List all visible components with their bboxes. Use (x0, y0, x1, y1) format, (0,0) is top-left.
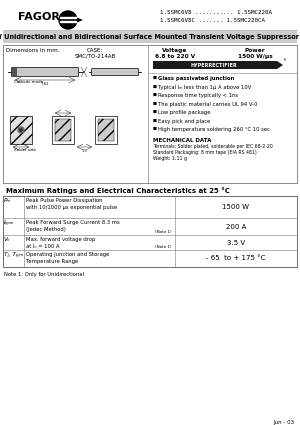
Bar (12, 68, 17, 76)
Text: 1.5: 1.5 (82, 149, 87, 153)
Text: Note 1: Only for Unidirectional: Note 1: Only for Unidirectional (4, 272, 84, 277)
Text: 7.62: 7.62 (41, 82, 49, 85)
Text: Maximum Ratings and Electrical Characteristics at 25 °C: Maximum Ratings and Electrical Character… (6, 187, 230, 194)
Text: Tⱼ, Tₚⱼₘ: Tⱼ, Tₚⱼₘ (4, 252, 23, 257)
Text: The plastic material carries UL 94 V-0: The plastic material carries UL 94 V-0 (158, 102, 257, 107)
Bar (59, 17, 76, 18)
Text: Voltage
6.8 to 220 V: Voltage 6.8 to 220 V (155, 48, 195, 59)
Bar (98, 119, 114, 141)
Text: ■: ■ (153, 85, 157, 88)
Text: ■: ■ (153, 93, 157, 97)
Text: Terminals: Solder plated, solderable per IEC 68-2-20: Terminals: Solder plated, solderable per… (153, 144, 273, 149)
Text: Dimensions in mm.: Dimensions in mm. (6, 48, 59, 53)
Text: Typical Iₘ less than 1μ A above 10V: Typical Iₘ less than 1μ A above 10V (158, 85, 251, 90)
Polygon shape (77, 17, 83, 23)
Bar (55, 119, 71, 141)
Text: Jun - 03: Jun - 03 (273, 420, 294, 425)
Bar (3, 45, 297, 183)
Text: Temperature Range: Temperature Range (26, 258, 78, 264)
Text: R: R (284, 58, 286, 62)
Text: (Note 1): (Note 1) (155, 244, 172, 249)
Circle shape (20, 129, 22, 131)
Text: (Note 1): (Note 1) (155, 230, 172, 233)
Circle shape (59, 11, 77, 29)
Text: CASE:
SMC/TO-214AB: CASE: SMC/TO-214AB (74, 48, 116, 59)
Text: 3.5 V: 3.5 V (227, 240, 245, 246)
Text: ■: ■ (153, 76, 157, 80)
Bar (59, 20, 76, 23)
Text: - 65  to + 175 °C: - 65 to + 175 °C (206, 255, 266, 261)
Text: ■: ■ (153, 102, 157, 105)
Text: Vₙ: Vₙ (4, 237, 11, 242)
Text: FAGOR: FAGOR (18, 12, 60, 22)
Text: Low profile package: Low profile package (158, 110, 211, 115)
Circle shape (18, 127, 24, 133)
Text: 1500 W Unidirectional and Bidirectional Surface Mounted Transient Voltage Suppre: 1500 W Unidirectional and Bidirectional … (0, 34, 300, 40)
FancyBboxPatch shape (92, 68, 139, 76)
Text: Glass passivated junction: Glass passivated junction (158, 76, 234, 81)
Text: ■: ■ (153, 110, 157, 114)
Polygon shape (153, 61, 283, 69)
Text: with 10/1000 μs exponential pulse: with 10/1000 μs exponential pulse (26, 204, 117, 210)
Text: Easy pick and place: Easy pick and place (158, 119, 210, 124)
Text: Pₘ: Pₘ (4, 198, 11, 203)
Text: at Iₙ = 100 A: at Iₙ = 100 A (26, 244, 59, 249)
Text: ■: ■ (153, 119, 157, 122)
Text: 1.5SMC6V8 ........... 1.5SMC220A: 1.5SMC6V8 ........... 1.5SMC220A (160, 10, 272, 15)
Text: 1.5SMC6V8C ....... 1.5SMC220CA: 1.5SMC6V8C ....... 1.5SMC220CA (160, 18, 265, 23)
Text: ■: ■ (153, 127, 157, 131)
Text: HYPERRECTIFIER: HYPERRECTIFIER (191, 62, 237, 68)
Text: Peak Pulse Power Dissipation: Peak Pulse Power Dissipation (26, 198, 103, 203)
Bar (95, 116, 117, 144)
Bar (3, 196, 297, 267)
Text: Standard Packaging: 8 mm tape (EIA RS 481): Standard Packaging: 8 mm tape (EIA RS 48… (153, 150, 257, 155)
Text: 1500 W: 1500 W (223, 204, 250, 210)
Text: Weight: 1.11 g: Weight: 1.11 g (153, 156, 187, 161)
Text: High temperature soldering 260 °C 10 sec: High temperature soldering 260 °C 10 sec (158, 127, 270, 132)
Text: Solder side: Solder side (14, 148, 36, 152)
Text: Peak Forward Surge Current 8.3 ms: Peak Forward Surge Current 8.3 ms (26, 220, 120, 225)
Text: Power
1500 W/μs: Power 1500 W/μs (238, 48, 272, 59)
Text: 200 A: 200 A (226, 224, 246, 230)
Bar (10, 116, 32, 144)
FancyBboxPatch shape (11, 68, 79, 76)
Text: Iₚₚₘ: Iₚₚₘ (4, 220, 14, 225)
Text: (Jedec Method): (Jedec Method) (26, 227, 66, 232)
Text: Operating Junction and Storage: Operating Junction and Storage (26, 252, 110, 257)
Text: Cathode mode: Cathode mode (14, 80, 43, 84)
Text: Response time typically < 1ns: Response time typically < 1ns (158, 93, 238, 98)
Bar (52, 116, 74, 144)
Bar (3, 31, 297, 43)
Text: MECHANICAL DATA: MECHANICAL DATA (153, 138, 212, 142)
Text: Max. forward voltage drop: Max. forward voltage drop (26, 237, 95, 242)
